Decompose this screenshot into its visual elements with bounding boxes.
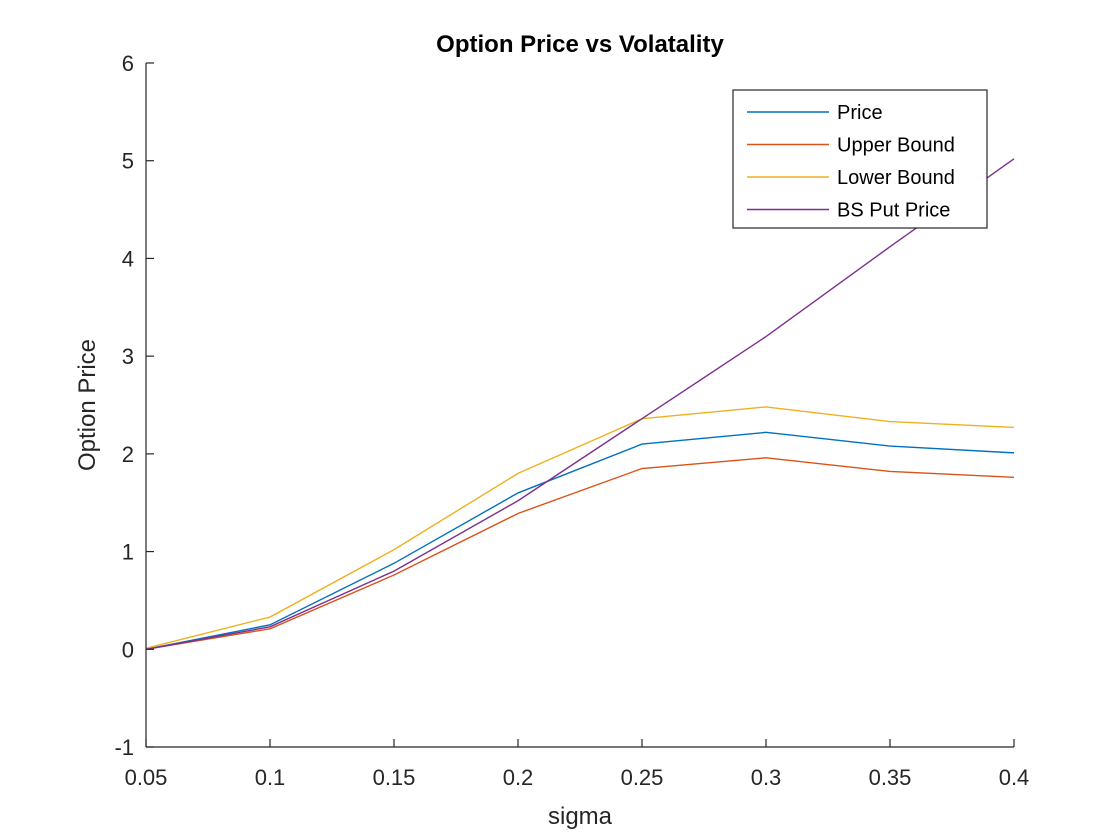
- y-tick-label: 0: [122, 637, 134, 662]
- x-tick-label: 0.1: [255, 765, 286, 790]
- x-tick-label: 0.05: [125, 765, 168, 790]
- y-tick-label: -1: [114, 735, 134, 760]
- axes-layer: [145, 63, 1014, 748]
- y-tick-label: 2: [122, 442, 134, 467]
- series-line-upper-bound: [145, 457, 1015, 650]
- y-tick-label: 4: [122, 246, 134, 271]
- x-tick-label: 0.2: [503, 765, 534, 790]
- legend-entry: Upper Bound: [837, 135, 955, 157]
- legend: Price Upper Bound Lower Bound BS Put Price: [732, 89, 988, 229]
- legend-box: [732, 89, 988, 229]
- x-tick-label: 0.35: [869, 765, 912, 790]
- x-tick-label: 0.3: [751, 765, 782, 790]
- x-tick-label: 0.4: [999, 765, 1030, 790]
- legend-entry: Lower Bound: [837, 167, 955, 189]
- y-tick-label: 3: [122, 344, 134, 369]
- series-line-lower-bound: [145, 406, 1015, 649]
- ticks-layer: 0.05 0.1 0.15 0.2 0.25 0.3 0.35 0.4 -1 0 1 2 3 4 5 6: [114, 51, 1029, 790]
- legend-entry: BS Put Price: [837, 200, 950, 222]
- series-layer: [145, 158, 1015, 650]
- y-tick-label: 5: [122, 149, 134, 174]
- y-axis-label: Option Price: [74, 339, 101, 471]
- x-axis-label: sigma: [548, 803, 613, 830]
- y-tick-label: 1: [122, 540, 134, 565]
- y-tick-label: 6: [122, 51, 134, 76]
- x-tick-label: 0.15: [373, 765, 416, 790]
- x-tick-label: 0.25: [621, 765, 664, 790]
- chart-title: Option Price vs Volatality: [436, 31, 724, 58]
- series-line-price: [145, 431, 1015, 650]
- series-line-bs-put-price: [145, 158, 1015, 650]
- legend-entry: Price: [837, 102, 883, 124]
